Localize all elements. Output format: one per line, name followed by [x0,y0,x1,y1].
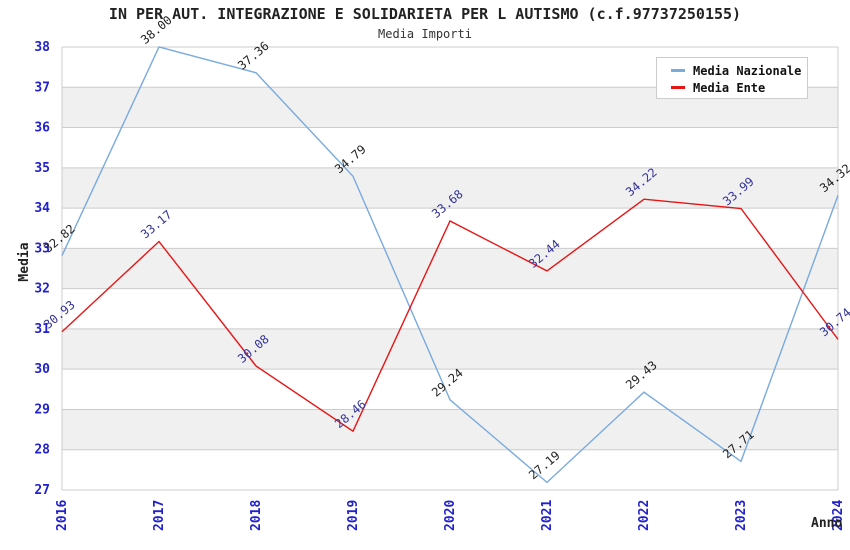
grid-band [62,328,838,370]
x-tick-label: 2022 [637,500,652,531]
y-tick-label: 37 [34,80,50,95]
legend-item-media-nazionale: Media Nazionale [657,62,807,79]
y-axis-title: Media [17,242,32,281]
y-tick-label: 32 [34,282,50,297]
y-tick-label: 27 [34,483,50,498]
chart-subtitle: Media Importi [378,27,472,41]
grid-band [62,167,838,209]
y-tick-label: 35 [34,161,50,176]
point-label: 37.36 [235,39,272,73]
chart-title: IN PER AUT. INTEGRAZIONE E SOLIDARIETA P… [108,5,742,23]
y-tick-label: 38 [34,40,50,55]
x-tick-label: 2020 [443,500,458,531]
x-tick-label: 2019 [346,500,361,531]
point-label: 30.93 [41,298,78,332]
x-tick-label: 2016 [55,500,70,531]
grid-band [62,248,838,289]
y-tick-label: 28 [34,443,50,458]
point-label: 33.17 [138,207,175,241]
y-tick-label: 29 [34,402,50,417]
y-tick-label: 31 [34,322,50,337]
legend-swatch-media-ente [671,86,685,89]
x-tick-label: 2017 [152,500,167,531]
series-line-media-nazionale [61,46,839,484]
point-label: 27.19 [526,448,563,482]
x-tick-label: 2023 [734,500,749,531]
series-line-media-ente [61,198,839,433]
legend-swatch-media-nazionale [671,69,685,72]
point-label: 38.00 [138,13,175,47]
y-tick-label: 36 [34,121,50,136]
x-tick-label: 2024 [831,500,846,531]
y-tick-label: 34 [34,201,50,216]
x-tick-label: 2018 [249,500,264,531]
x-tick-label: 2021 [540,500,555,531]
legend-label: Media Nazionale [693,63,802,78]
x-axis-title: Anno [811,516,842,531]
y-tick-label: 30 [34,362,50,377]
legend-label: Media Ente [693,80,766,95]
y-tick-label: 33 [34,241,50,256]
legend-item-media-ente: Media Ente [657,79,807,96]
grid-band [62,409,838,450]
legend: Media Nazionale Media Ente [656,57,808,99]
